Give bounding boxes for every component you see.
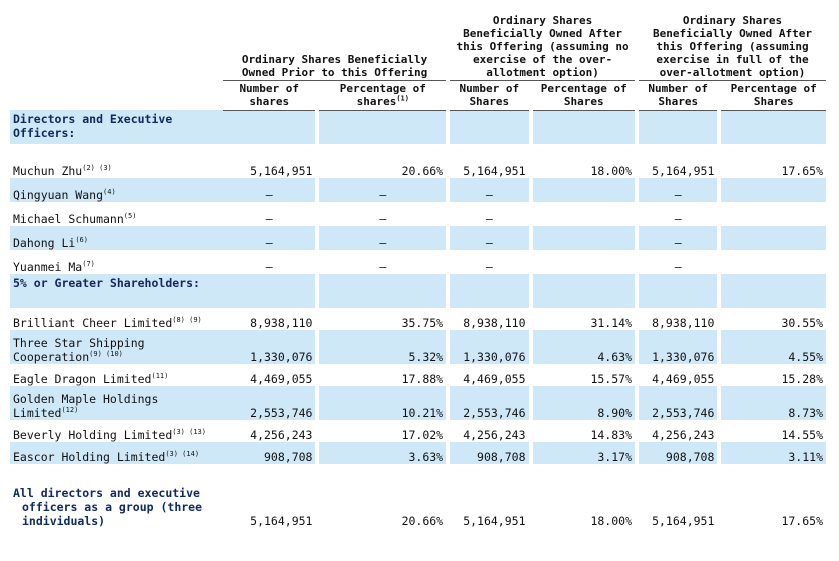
table-row-name: Yuanmei Ma(7) <box>13 260 95 274</box>
col-header-number-after-2: Number of Shares <box>639 80 718 111</box>
cell-number-prior: — <box>223 178 316 202</box>
cell-pct-after-1: 4.63% <box>532 330 635 364</box>
cell-pct-after-1: 3.17% <box>532 442 635 464</box>
cell-pct-after-2: 17.65% <box>781 514 823 528</box>
cell-number-after-1: — <box>450 178 529 202</box>
cell-pct-prior: 17.88% <box>401 372 444 386</box>
cell-number-after-1: — <box>485 260 493 274</box>
table-row-name: Dahong Li(6) <box>10 226 224 250</box>
cell-pct-prior: — <box>319 178 447 202</box>
cell-pct-after-1: 8.90% <box>532 386 635 420</box>
header-spacer <box>10 4 223 80</box>
cell-pct-after-2 <box>721 202 826 226</box>
cell-number-after-1: 5,164,951 <box>463 514 526 528</box>
cell-number-prior: 8,938,110 <box>250 316 313 330</box>
cell-pct-prior: 3.63% <box>319 442 447 464</box>
cell-pct-after-2: 15.28% <box>781 372 823 386</box>
cell-pct-after-1: 18.00% <box>590 164 632 178</box>
table-row-name: Eagle Dragon Limited(11) <box>13 372 169 386</box>
cell-number-after-1: 4,469,055 <box>463 372 526 386</box>
cell-number-after-1: 5,164,951 <box>463 164 526 178</box>
cell-pct-prior: 10.21% <box>319 386 447 420</box>
table-row-name: Three Star Shipping Cooperation(9) (10) <box>10 330 224 364</box>
cell-number-after-2: 2,553,746 <box>639 386 718 420</box>
cell-pct-prior: 20.66% <box>401 164 444 178</box>
cell-number-prior: 4,256,243 <box>250 428 313 442</box>
col-header-pct-prior: Percentage of shares(1) <box>319 80 447 111</box>
total-row-label: All directors and executive officers as … <box>13 486 203 528</box>
cell-pct-after-1 <box>532 178 635 202</box>
cell-pct-after-2 <box>721 250 826 274</box>
cell-number-prior: — <box>265 260 273 274</box>
cell-pct-after-2: 30.55% <box>781 316 823 330</box>
cell-number-after-2: — <box>639 226 718 250</box>
cell-pct-after-2 <box>721 178 826 202</box>
cell-pct-prior: 35.75% <box>401 316 444 330</box>
cell-pct-after-2: 4.55% <box>721 330 826 364</box>
group-header-prior: Ordinary Shares Beneficially Owned Prior… <box>223 4 447 81</box>
cell-pct-prior: 5.32% <box>319 330 447 364</box>
cell-number-prior: 5,164,951 <box>250 514 313 528</box>
col-header-number-after-1: Number of Shares <box>450 80 529 111</box>
cell-number-prior: 5,164,951 <box>250 164 313 178</box>
cell-number-after-2: 5,164,951 <box>652 164 715 178</box>
cell-number-after-1: 8,938,110 <box>463 316 526 330</box>
cell-pct-prior: 20.66% <box>401 514 444 528</box>
group-header-full-exercise: Ordinary Shares Beneficially Owned After… <box>639 4 826 81</box>
cell-number-after-2: — <box>639 178 718 202</box>
cell-pct-after-2: 14.55% <box>781 428 823 442</box>
cell-number-after-2: 908,708 <box>639 442 718 464</box>
cell-number-after-2: — <box>674 260 682 274</box>
col-header-pct-after-1: Percentage of Shares <box>532 80 635 111</box>
cell-number-prior: — <box>223 226 316 250</box>
cell-number-prior: 908,708 <box>223 442 316 464</box>
cell-number-after-1: 2,553,746 <box>450 386 529 420</box>
cell-number-after-2: — <box>674 212 682 226</box>
cell-number-prior: 2,553,746 <box>223 386 316 420</box>
footnote-ref: (1) <box>396 93 409 102</box>
table-row-name: Muchun Zhu(2) (3) <box>13 164 112 178</box>
cell-number-after-2: 1,330,076 <box>639 330 718 364</box>
cell-pct-after-1 <box>533 250 635 274</box>
cell-number-after-2: 4,469,055 <box>652 372 715 386</box>
cell-number-after-2: 8,938,110 <box>652 316 715 330</box>
cell-pct-after-1: 14.83% <box>590 428 632 442</box>
cell-pct-prior: — <box>379 212 387 226</box>
table-row-name: Michael Schumann(5) <box>13 212 137 226</box>
cell-pct-prior: — <box>319 226 447 250</box>
beneficial-ownership-table: Ordinary Shares Beneficially Owned Prior… <box>10 4 826 528</box>
cell-pct-after-2: 8.73% <box>721 386 826 420</box>
cell-number-after-2: 4,256,243 <box>652 428 715 442</box>
cell-pct-after-2: 17.65% <box>781 164 823 178</box>
cell-pct-after-1 <box>532 226 635 250</box>
col-header-number-prior: Number of shares <box>223 80 316 111</box>
cell-number-prior: 1,330,076 <box>223 330 316 364</box>
cell-number-after-1: — <box>485 212 493 226</box>
cell-pct-after-1 <box>533 202 635 226</box>
cell-pct-after-1: 31.14% <box>590 316 632 330</box>
cell-pct-after-2 <box>721 226 826 250</box>
cell-number-prior: 4,469,055 <box>250 372 313 386</box>
section-title-directors: Directors and Executive Officers: <box>10 110 224 144</box>
cell-number-after-1: — <box>450 226 529 250</box>
table-row-name: Brilliant Cheer Limited(8) (9) <box>13 316 202 330</box>
cell-pct-after-1: 15.57% <box>590 372 632 386</box>
table-row-name: Beverly Holding Limited(3) (13) <box>13 428 206 442</box>
section-title-shareholders: 5% or Greater Shareholders: <box>10 274 224 308</box>
table-row-name: Qingyuan Wang(4) <box>10 178 224 202</box>
cell-number-after-1: 4,256,243 <box>463 428 526 442</box>
cell-pct-prior: — <box>379 260 387 274</box>
table-row-name: Eascor Holding Limited(3) (14) <box>10 442 224 464</box>
cell-pct-after-1: 18.00% <box>590 514 632 528</box>
group-header-no-exercise: Ordinary Shares Beneficially Owned After… <box>450 4 635 81</box>
table-row-name: Golden Maple Holdings Limited(12) <box>10 386 224 420</box>
cell-number-after-2: 5,164,951 <box>652 514 715 528</box>
cell-number-after-1: 1,330,076 <box>450 330 529 364</box>
cell-pct-prior: 17.02% <box>401 428 444 442</box>
cell-number-prior: — <box>265 212 273 226</box>
cell-number-after-1: 908,708 <box>450 442 529 464</box>
col-header-pct-after-2: Percentage of Shares <box>721 80 826 111</box>
cell-pct-after-2: 3.11% <box>721 442 826 464</box>
